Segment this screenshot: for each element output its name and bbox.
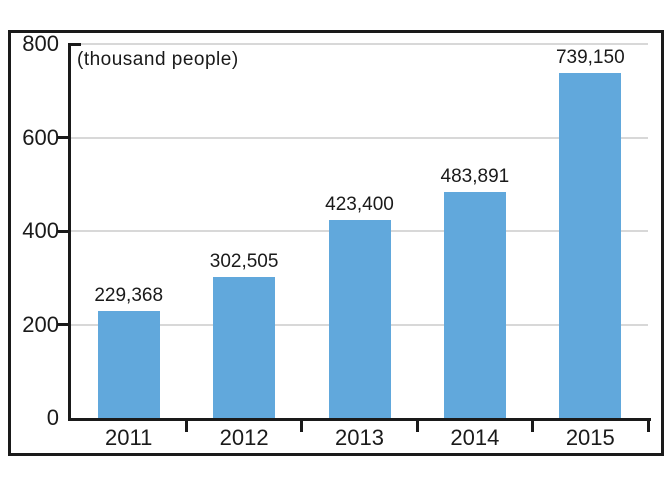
bar-value-label-2011: 229,368: [94, 284, 164, 306]
x-axis-label-2014: 2014: [450, 425, 500, 450]
y-tick-mark-400: [58, 229, 68, 233]
bar-2011: [97, 310, 160, 418]
figure-border: (thousand people) 229,368 302,505 423,400 4…: [8, 30, 664, 456]
y-tick-label-800: 800: [22, 31, 59, 57]
bar-value-label-2014: 483,891: [440, 166, 510, 188]
y-tick-label-400: 400: [22, 218, 59, 244]
x-tick-mark-4: [531, 418, 535, 432]
x-axis-label-2013: 2013: [335, 425, 384, 450]
y-tick-mark-200: [58, 323, 68, 327]
gridline-800: [71, 43, 648, 46]
y-tick-label-0: 0: [46, 405, 59, 430]
x-tick-mark-1: [184, 418, 188, 432]
y-tick-label-600: 600: [22, 124, 59, 150]
x-tick-mark-5: [646, 418, 650, 432]
x-axis-label-2011: 2011: [105, 425, 153, 450]
y-tick-mark-800: [71, 42, 81, 46]
x-tick-mark-2: [300, 418, 304, 432]
y-axis-unit-label: (thousand people): [77, 49, 239, 70]
y-tick-label-200: 200: [22, 311, 59, 337]
y-tick-mark-600: [58, 136, 68, 140]
x-tick-mark-3: [415, 418, 419, 432]
y-axis-line: [68, 43, 71, 421]
bar-2015: [559, 72, 622, 418]
bar-2014: [443, 192, 506, 418]
bar-value-label-2012: 302,505: [209, 250, 279, 272]
bar-2013: [328, 220, 391, 418]
bar-value-label-2013: 423,400: [325, 194, 394, 216]
bar-value-label-2015: 739,150: [555, 46, 625, 68]
x-axis-line: [68, 418, 651, 421]
x-axis-label-2015: 2015: [565, 425, 615, 450]
gridline-600: [71, 136, 648, 139]
x-axis-label-2012: 2012: [219, 425, 269, 450]
bar-2012: [213, 276, 276, 418]
